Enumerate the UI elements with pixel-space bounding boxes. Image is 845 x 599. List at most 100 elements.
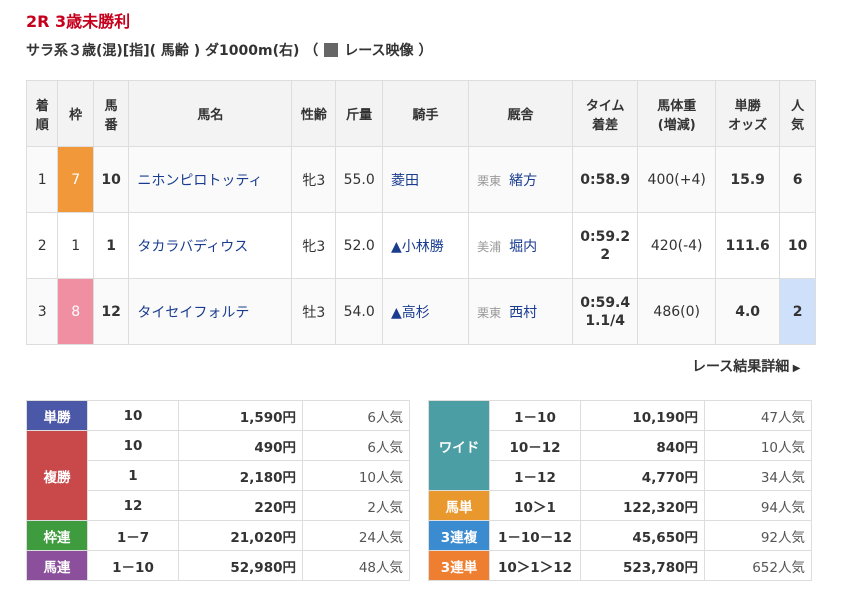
payout-popularity: 48人気 — [302, 550, 410, 581]
time: 0:59.4 — [580, 294, 631, 311]
payout-popularity: 6人気 — [302, 400, 410, 431]
payout-amount: 523,780円 — [580, 550, 705, 581]
horse-name-cell: タイセイフォルテ — [128, 278, 293, 345]
video-icon[interactable] — [324, 43, 339, 57]
time-cell: 0:59.2 2 — [571, 212, 639, 279]
column-header: 着 順 — [25, 80, 59, 147]
horse-name-cell: タカラバディウス — [128, 212, 293, 279]
combination: 12 — [87, 490, 179, 521]
combination: 1 — [87, 460, 179, 491]
paren: （ — [304, 43, 319, 59]
trainer[interactable]: 堀内 — [509, 238, 538, 255]
horse-name[interactable]: タイセイフォルテ — [137, 304, 250, 321]
rank: 2 — [25, 212, 59, 279]
time-cell: 0:58.9 — [571, 146, 639, 213]
payout-popularity: 2人気 — [302, 490, 410, 521]
body-weight: 486(0) — [637, 278, 716, 345]
payout-amount: 21,020円 — [178, 520, 303, 551]
payout-table: 単勝 10 1,590円 6人気 複勝 10 490円 6人気 1 2,180円 10人気 12 220… — [26, 400, 410, 581]
combination: 10 — [87, 430, 179, 461]
column-header: タイム 着差 — [571, 80, 639, 147]
payout-amount: 122,320円 — [580, 490, 705, 521]
race-title: 2R 3歳未勝利 — [26, 12, 131, 31]
video-link[interactable]: レース映像 — [344, 43, 414, 59]
column-header: 厩舎 — [468, 80, 573, 147]
combination: 1－7 — [87, 520, 179, 551]
odds: 15.9 — [714, 146, 781, 213]
jockey-cell: ▲小林勝 — [381, 212, 470, 279]
result-row: 3 8 12 タイセイフォルテ 牡3 54.0 ▲高杉 栗東 西村 0:59.4 1.1/4 486(… — [25, 278, 816, 345]
sex-age: 牡3 — [291, 278, 337, 345]
bet-type: 馬単 — [428, 490, 490, 521]
paren: ） — [418, 43, 433, 59]
header-row: 着 順枠馬 番馬名 性齢 斤量 騎手 厩舎 タイム 着差 馬体重 (増減) 単勝 オッズ人 気 — [25, 80, 816, 147]
combination: 10 — [87, 400, 179, 431]
jockey[interactable]: ▲小林勝 — [390, 238, 444, 255]
combination: 10＞1 — [489, 490, 581, 521]
payout-row: 10－12 840円 10人気 — [429, 430, 812, 461]
subtitle: サラ系３歳(混)[指]( 馬齢 ) ダ1000m(右) — [26, 43, 300, 59]
weight: 55.0 — [335, 146, 383, 213]
result-row: 2 1 1 タカラバディウス 牝3 52.0 ▲小林勝 美浦 堀内 0:59.2 2 420(-4) 1… — [25, 212, 816, 279]
jockey-cell: 菱田 — [381, 146, 470, 213]
waku: 8 — [57, 278, 94, 345]
payout-popularity: 24人気 — [302, 520, 410, 551]
payout-amount: 10,190円 — [580, 400, 705, 431]
combination: 10－12 — [489, 430, 581, 461]
payout-popularity: 34人気 — [704, 460, 812, 491]
trainer[interactable]: 緒方 — [509, 172, 538, 189]
stable-cell: 栗東 西村 — [468, 278, 573, 345]
payout-row: 1 2,180円 10人気 — [27, 460, 410, 491]
time: 0:58.9 — [580, 171, 631, 188]
odds: 111.6 — [714, 212, 781, 279]
horse-name[interactable]: ニホンピロトッティ — [137, 172, 263, 189]
column-header: 性齢 — [291, 80, 337, 147]
waku: 1 — [57, 212, 94, 279]
popularity: 6 — [779, 146, 816, 213]
jockey-cell: ▲高杉 — [381, 278, 470, 345]
time: 0:59.2 — [580, 228, 631, 245]
payout-row: 単勝 10 1,590円 6人気 — [26, 400, 410, 431]
payout-amount: 1,590円 — [178, 400, 303, 431]
results-table: 着 順枠馬 番馬名 性齢 斤量 騎手 厩舎 タイム 着差 馬体重 (増減) 単勝 オッズ人 気… — [25, 80, 816, 345]
payout-table: ワイド 1－10 10,190円 47人気 10－12 840円 10人気 1－12 4,770… — [428, 400, 812, 581]
margin: 2 — [600, 246, 611, 263]
body-weight: 400(+4) — [637, 146, 716, 213]
payout-popularity: 47人気 — [704, 400, 812, 431]
bet-type: 3連単 — [428, 550, 490, 581]
jockey[interactable]: 菱田 — [390, 172, 419, 189]
payout-row: 馬単 10＞1 122,320円 94人気 — [428, 490, 812, 521]
column-header: 馬体重 (増減) — [637, 80, 716, 147]
column-header: 馬 番 — [92, 80, 130, 147]
weight: 52.0 — [335, 212, 383, 279]
payout-amount: 2,180円 — [178, 460, 303, 491]
trainer[interactable]: 西村 — [509, 304, 538, 321]
jockey[interactable]: ▲高杉 — [390, 304, 430, 321]
column-header: 斤量 — [335, 80, 383, 147]
horse-number: 10 — [92, 146, 130, 213]
bet-type: 単勝 — [26, 400, 88, 431]
rank: 3 — [25, 278, 59, 345]
popularity: 2 — [779, 278, 816, 345]
payout-row: 3連複 1－10－12 45,650円 92人気 — [428, 520, 812, 551]
column-header: 人 気 — [779, 80, 816, 147]
payout-amount: 220円 — [178, 490, 303, 521]
column-header: 枠 — [57, 80, 94, 147]
payout-popularity: 10人気 — [704, 430, 812, 461]
combination: 10＞1＞12 — [489, 550, 581, 581]
horse-name[interactable]: タカラバディウス — [137, 238, 249, 255]
payout-amount: 840円 — [580, 430, 705, 461]
payout-row: 複勝 10 490円 6人気 — [26, 430, 410, 521]
bet-type: ワイド — [428, 400, 490, 491]
time-cell: 0:59.4 1.1/4 — [571, 278, 639, 345]
detail-link[interactable]: レース結果詳細 — [692, 356, 800, 376]
bet-type: 枠連 — [26, 520, 88, 551]
region: 美浦 — [477, 239, 502, 254]
margin: 1.1/4 — [585, 312, 626, 329]
weight: 54.0 — [335, 278, 383, 345]
column-header: 馬名 — [128, 80, 293, 147]
race-conditions: サラ系３歳(混)[指]( 馬齢 ) ダ1000m(右) （ レース映像 ） — [26, 40, 432, 60]
payout-amount: 52,980円 — [178, 550, 303, 581]
stable-cell: 栗東 緒方 — [468, 146, 573, 213]
